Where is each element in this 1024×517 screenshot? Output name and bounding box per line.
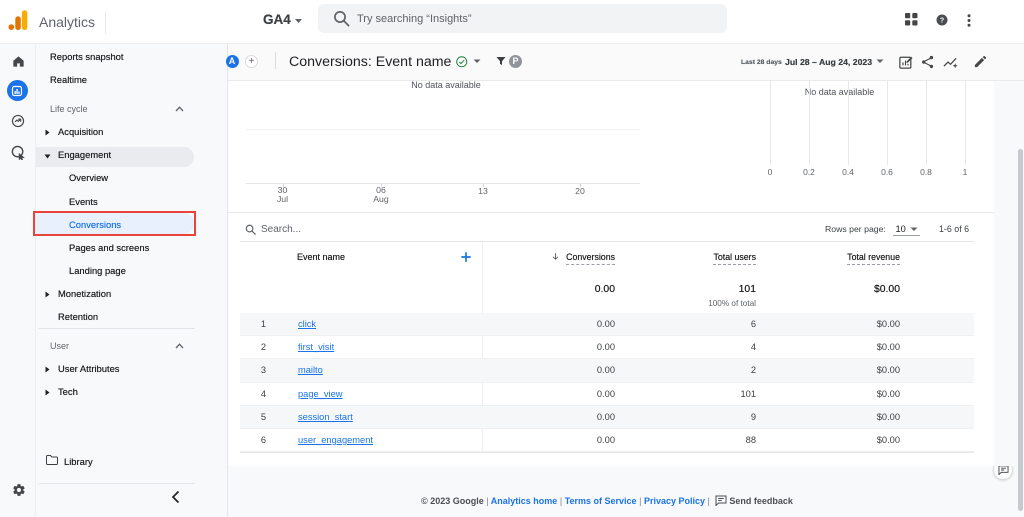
svg-text:?: ? — [940, 17, 944, 24]
